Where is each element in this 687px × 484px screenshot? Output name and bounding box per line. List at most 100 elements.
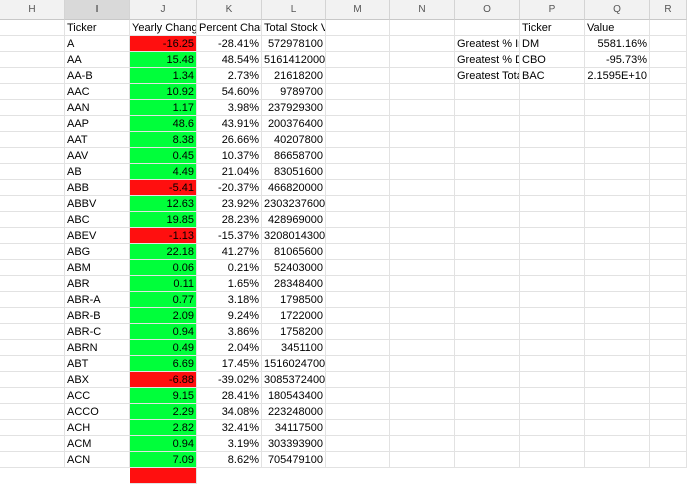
empty-cell[interactable]: [326, 244, 390, 260]
empty-cell[interactable]: [650, 276, 687, 292]
empty-cell[interactable]: [326, 212, 390, 228]
empty-cell[interactable]: [455, 164, 520, 180]
empty-cell[interactable]: [455, 100, 520, 116]
empty-cell[interactable]: [390, 452, 455, 468]
percent-change-cell[interactable]: 41.27%: [197, 244, 262, 260]
column-header-m[interactable]: M: [326, 0, 390, 20]
yearly-change-cell[interactable]: 2.82: [130, 420, 197, 436]
empty-cell[interactable]: [585, 100, 650, 116]
empty-cell[interactable]: [585, 308, 650, 324]
empty-cell[interactable]: [585, 340, 650, 356]
empty-cell[interactable]: [520, 388, 585, 404]
empty-cell[interactable]: [0, 36, 65, 52]
percent-change-cell[interactable]: 21.04%: [197, 164, 262, 180]
empty-cell[interactable]: [585, 180, 650, 196]
empty-cell[interactable]: [650, 100, 687, 116]
empty-cell[interactable]: [455, 276, 520, 292]
summary-ticker-cell[interactable]: BAC: [520, 68, 585, 84]
percent-change-cell[interactable]: 28.23%: [197, 212, 262, 228]
column-header-l[interactable]: L: [262, 0, 326, 20]
empty-cell[interactable]: [0, 180, 65, 196]
empty-cell[interactable]: [0, 276, 65, 292]
yearly-change-cell[interactable]: 10.92: [130, 84, 197, 100]
empty-cell[interactable]: [0, 324, 65, 340]
empty-cell[interactable]: [520, 244, 585, 260]
empty-cell[interactable]: [650, 452, 687, 468]
column-header-h[interactable]: H: [0, 0, 65, 20]
column-header-q[interactable]: Q: [585, 0, 650, 20]
empty-cell[interactable]: [520, 308, 585, 324]
empty-cell[interactable]: [520, 324, 585, 340]
empty-cell[interactable]: [326, 100, 390, 116]
empty-cell[interactable]: [650, 260, 687, 276]
yearly-change-cell[interactable]: 2.29: [130, 404, 197, 420]
column-header-j[interactable]: J: [130, 0, 197, 20]
ticker-cell[interactable]: AAT: [65, 132, 130, 148]
yearly-change-cell[interactable]: 0.77: [130, 292, 197, 308]
empty-cell[interactable]: [326, 372, 390, 388]
percent-change-cell[interactable]: -20.37%: [197, 180, 262, 196]
ticker-cell[interactable]: ABR-B: [65, 308, 130, 324]
empty-cell[interactable]: [520, 276, 585, 292]
yearly-change-cell[interactable]: -16.25: [130, 36, 197, 52]
empty-cell[interactable]: [455, 148, 520, 164]
total-volume-cell[interactable]: 572978100: [262, 36, 326, 52]
empty-cell[interactable]: [326, 68, 390, 84]
empty-cell[interactable]: [650, 372, 687, 388]
empty-cell[interactable]: [326, 164, 390, 180]
empty-cell[interactable]: [520, 196, 585, 212]
total-volume-cell[interactable]: 180543400: [262, 388, 326, 404]
header-yearly-change[interactable]: Yearly Change: [130, 20, 197, 36]
empty-cell[interactable]: [585, 404, 650, 420]
yearly-change-cell[interactable]: 8.38: [130, 132, 197, 148]
empty-cell[interactable]: [650, 132, 687, 148]
empty-cell[interactable]: [0, 100, 65, 116]
empty-cell[interactable]: [326, 52, 390, 68]
column-header-n[interactable]: N: [390, 0, 455, 20]
empty-cell[interactable]: [0, 308, 65, 324]
empty-cell[interactable]: [326, 132, 390, 148]
ticker-cell[interactable]: ABEV: [65, 228, 130, 244]
empty-cell[interactable]: [390, 164, 455, 180]
yearly-change-cell[interactable]: 12.63: [130, 196, 197, 212]
total-volume-cell[interactable]: 428969000: [262, 212, 326, 228]
yearly-change-cell[interactable]: 0.06: [130, 260, 197, 276]
empty-cell[interactable]: [585, 84, 650, 100]
empty-cell[interactable]: [390, 420, 455, 436]
empty-cell[interactable]: [455, 372, 520, 388]
total-volume-cell[interactable]: 1758200: [262, 324, 326, 340]
ticker-cell[interactable]: ACCO: [65, 404, 130, 420]
empty-cell[interactable]: [326, 308, 390, 324]
empty-cell[interactable]: [390, 260, 455, 276]
empty-cell[interactable]: [455, 196, 520, 212]
column-header-i[interactable]: I: [65, 0, 130, 20]
empty-cell[interactable]: [390, 436, 455, 452]
empty-cell[interactable]: [650, 196, 687, 212]
percent-change-cell[interactable]: 43.91%: [197, 116, 262, 132]
yearly-change-cell[interactable]: 0.94: [130, 436, 197, 452]
empty-cell[interactable]: [326, 388, 390, 404]
empty-cell[interactable]: [585, 452, 650, 468]
percent-change-cell[interactable]: -28.41%: [197, 36, 262, 52]
empty-cell[interactable]: [0, 228, 65, 244]
empty-cell[interactable]: [520, 356, 585, 372]
empty-cell[interactable]: [0, 404, 65, 420]
empty-cell[interactable]: [390, 36, 455, 52]
yearly-change-cell[interactable]: 1.17: [130, 100, 197, 116]
percent-change-cell[interactable]: 28.41%: [197, 388, 262, 404]
empty-cell[interactable]: [0, 196, 65, 212]
yearly-change-cell[interactable]: -1.13: [130, 228, 197, 244]
summary-header-value[interactable]: Value: [585, 20, 650, 36]
empty-cell[interactable]: [390, 100, 455, 116]
empty-cell[interactable]: [0, 356, 65, 372]
percent-change-cell[interactable]: 26.66%: [197, 132, 262, 148]
empty-cell[interactable]: [455, 244, 520, 260]
percent-change-cell[interactable]: 9.24%: [197, 308, 262, 324]
empty-cell[interactable]: [0, 452, 65, 468]
empty-cell[interactable]: [455, 356, 520, 372]
empty-cell[interactable]: [520, 436, 585, 452]
empty-cell[interactable]: [390, 84, 455, 100]
total-volume-cell[interactable]: 466820000: [262, 180, 326, 196]
ticker-cell[interactable]: ABG: [65, 244, 130, 260]
empty-cell[interactable]: [455, 404, 520, 420]
